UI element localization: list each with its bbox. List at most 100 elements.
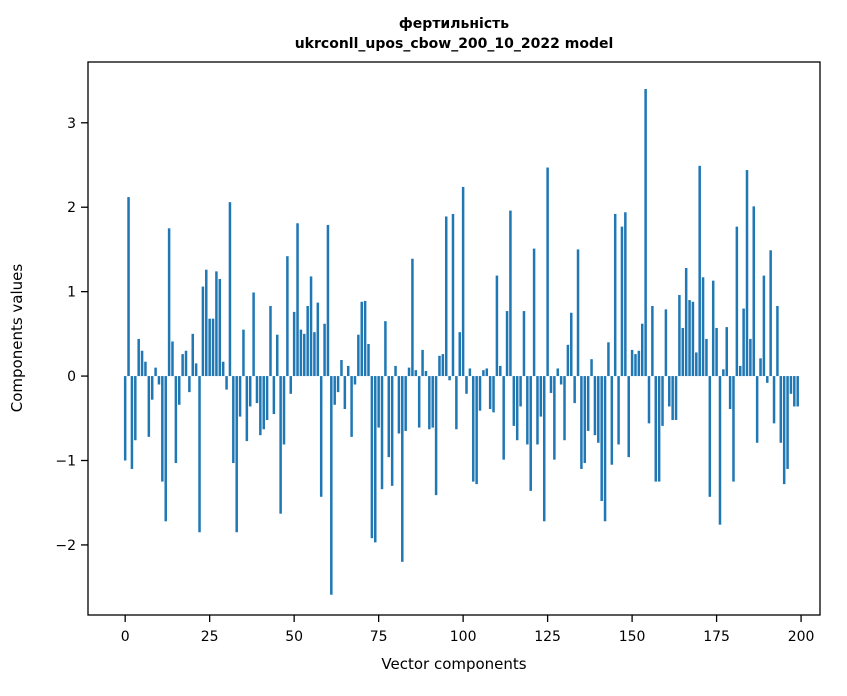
bar: [171, 341, 174, 377]
bar: [431, 376, 434, 428]
bar: [411, 258, 414, 377]
bar: [630, 349, 634, 377]
bar: [248, 376, 252, 407]
x-tick-label: 150: [619, 629, 646, 645]
bar: [681, 327, 685, 377]
bar: [346, 365, 350, 377]
bar: [678, 295, 681, 377]
bar: [157, 376, 161, 385]
bar: [357, 334, 360, 377]
bar: [647, 376, 651, 424]
bar: [299, 329, 303, 377]
bar: [593, 376, 597, 436]
bar: [363, 300, 367, 377]
bar: [796, 376, 799, 407]
bar: [556, 368, 559, 377]
bar: [772, 376, 776, 424]
bar: [397, 376, 401, 434]
y-tick-label: 2: [67, 200, 76, 216]
bar: [333, 376, 336, 405]
bar: [502, 376, 505, 460]
bar: [610, 376, 614, 465]
bar: [542, 376, 546, 522]
x-tick-label: 125: [534, 629, 561, 645]
bar: [715, 327, 718, 377]
bar: [144, 361, 147, 377]
bar: [181, 354, 184, 377]
bar: [620, 226, 624, 377]
bar: [529, 376, 532, 491]
bar: [651, 306, 654, 377]
bar: [319, 376, 323, 497]
bar: [384, 321, 387, 377]
bar: [259, 376, 262, 436]
bar: [444, 216, 448, 377]
ticks-group: 0 25 50 75 100 125 150 175 200 −2 −1 0 1 2 3: [55, 116, 814, 645]
bar: [350, 376, 353, 437]
bar: [509, 210, 512, 377]
bar: [573, 376, 576, 404]
x-tick-label: 175: [703, 629, 730, 645]
bar: [458, 332, 461, 377]
bar: [515, 376, 519, 441]
bar: [455, 376, 458, 430]
bar: [309, 276, 313, 377]
y-tick-label: −2: [55, 538, 76, 554]
bar: [505, 311, 509, 377]
bar: [752, 206, 756, 377]
bar: [559, 376, 563, 385]
bar: [279, 376, 282, 514]
bar: [468, 368, 472, 377]
bar: [178, 376, 181, 405]
bar: [745, 170, 749, 377]
bar: [276, 334, 279, 377]
bar: [448, 376, 451, 381]
bar: [701, 277, 705, 377]
bar: [492, 376, 495, 413]
bar: [205, 269, 208, 377]
bar: [657, 376, 661, 482]
bar: [191, 333, 195, 377]
bar: [164, 376, 167, 522]
bar: [576, 249, 580, 377]
bar: [167, 228, 171, 377]
bar: [793, 376, 796, 407]
bar: [637, 350, 641, 377]
y-axis-label: Components values: [8, 264, 26, 413]
bar: [586, 376, 590, 431]
bar: [735, 226, 739, 377]
bar: [755, 376, 759, 443]
y-tick-label: 1: [67, 285, 76, 301]
bar: [414, 370, 418, 377]
bar: [451, 213, 455, 377]
bar: [617, 376, 620, 445]
bar: [208, 318, 211, 377]
bar: [583, 376, 587, 464]
bar: [394, 365, 397, 377]
bar: [698, 165, 701, 377]
bar: [749, 338, 752, 377]
bar: [235, 376, 238, 533]
bar: [242, 329, 245, 377]
bar: [718, 376, 722, 525]
bar: [532, 248, 536, 377]
bar: [272, 376, 276, 415]
bar: [782, 376, 786, 485]
bar: [627, 376, 630, 458]
bar: [147, 376, 151, 437]
bar: [776, 306, 779, 377]
bar: [563, 376, 566, 441]
bar: [367, 343, 370, 377]
x-axis-label: Vector components: [381, 655, 526, 673]
chart-title-word: фертильність: [399, 16, 509, 32]
bar: [313, 332, 316, 377]
bar: [766, 376, 769, 383]
bar: [296, 223, 299, 377]
bar: [664, 309, 668, 377]
x-tick-label: 0: [121, 629, 130, 645]
bar: [725, 327, 728, 377]
x-tick-label: 200: [788, 629, 815, 645]
axes-frame: [87, 61, 821, 616]
bar: [211, 318, 215, 377]
bar: [127, 197, 130, 377]
